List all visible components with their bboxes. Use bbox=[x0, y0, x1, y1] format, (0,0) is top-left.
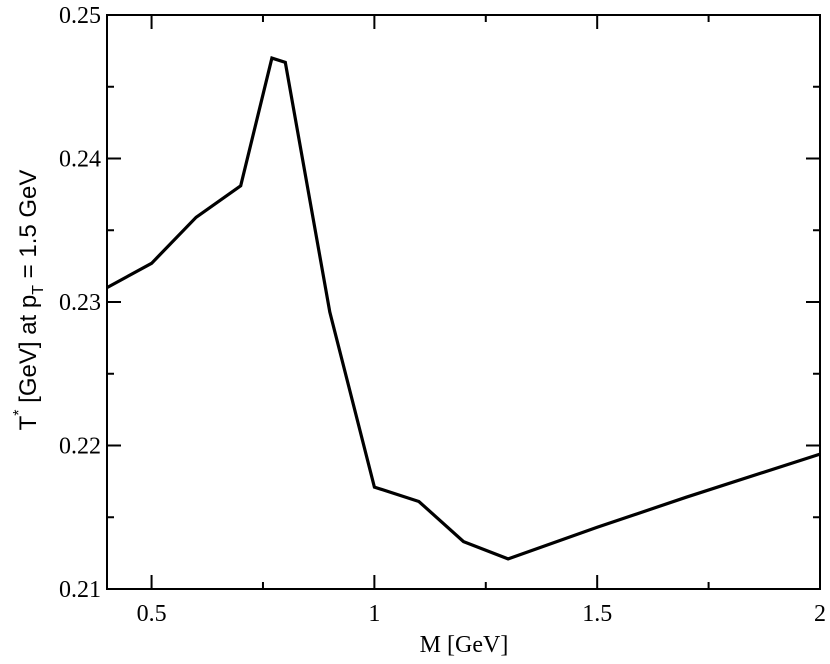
x-tick-label: 1.5 bbox=[582, 601, 612, 627]
y-axis-label-tail: = 1.5 GeV bbox=[15, 170, 42, 285]
y-axis-label-sub: T bbox=[30, 285, 47, 295]
y-tick-label: 0.24 bbox=[59, 147, 101, 173]
x-tick-label: 0.5 bbox=[137, 601, 167, 627]
x-ticks: 0.5 1 1.5 2 bbox=[137, 15, 826, 627]
plot-frame bbox=[106, 14, 821, 590]
y-tick-label: 0.23 bbox=[59, 290, 101, 316]
series-layer bbox=[106, 56, 821, 561]
y-tick-label: 0.22 bbox=[59, 434, 101, 460]
y-axis-label-sup: * bbox=[11, 410, 28, 416]
x-tick-label: 1 bbox=[368, 601, 380, 627]
series-line bbox=[106, 56, 821, 561]
y-axis-label: T* [GeV] at pT = 1.5 GeV bbox=[11, 170, 47, 431]
x-tick-label: 2 bbox=[814, 601, 826, 627]
y-axis-label-middle: [GeV] at p bbox=[15, 295, 42, 410]
y-ticks: 0.21 0.22 0.23 0.24 0.25 bbox=[59, 3, 820, 603]
y-axis-label-main: T bbox=[15, 415, 42, 430]
x-axis-label: M [GeV] bbox=[420, 632, 509, 658]
y-tick-label: 0.21 bbox=[59, 577, 101, 603]
y-tick-label: 0.25 bbox=[59, 3, 101, 29]
